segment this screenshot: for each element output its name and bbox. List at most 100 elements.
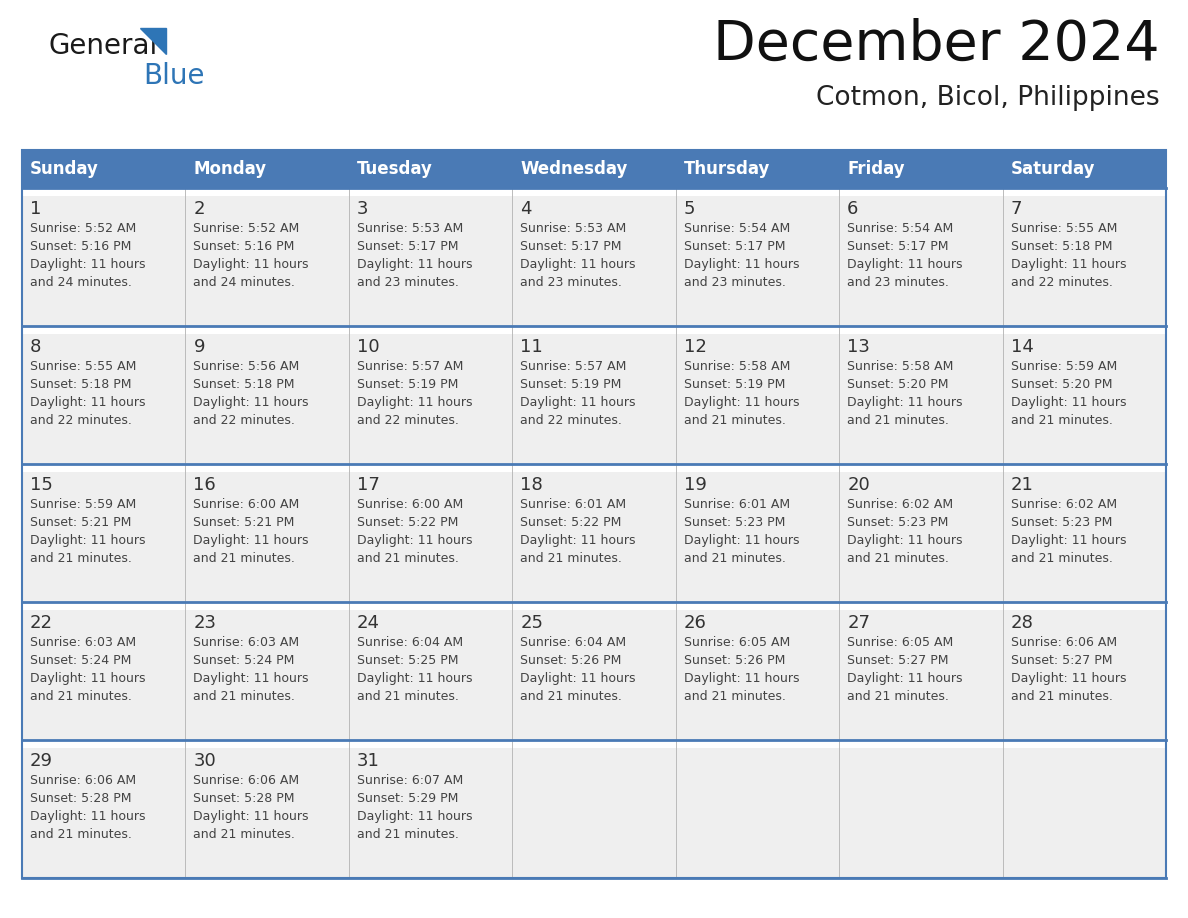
Text: Sunrise: 5:58 AM: Sunrise: 5:58 AM xyxy=(847,360,954,373)
Text: Sunrise: 6:01 AM: Sunrise: 6:01 AM xyxy=(520,498,626,511)
Text: 27: 27 xyxy=(847,614,870,632)
Text: Thursday: Thursday xyxy=(684,160,770,178)
Text: 18: 18 xyxy=(520,476,543,494)
Text: Daylight: 11 hours: Daylight: 11 hours xyxy=(847,258,962,271)
Text: 1: 1 xyxy=(30,200,42,218)
Text: Sunset: 5:28 PM: Sunset: 5:28 PM xyxy=(194,792,295,805)
Text: Sunset: 5:18 PM: Sunset: 5:18 PM xyxy=(1011,240,1112,253)
Text: Monday: Monday xyxy=(194,160,266,178)
Text: 10: 10 xyxy=(356,338,379,356)
Text: 31: 31 xyxy=(356,752,380,770)
Text: 26: 26 xyxy=(684,614,707,632)
Bar xyxy=(23,472,1165,602)
Text: Saturday: Saturday xyxy=(1011,160,1095,178)
Text: Daylight: 11 hours: Daylight: 11 hours xyxy=(30,258,145,271)
Text: Daylight: 11 hours: Daylight: 11 hours xyxy=(847,672,962,685)
Bar xyxy=(23,602,1165,610)
Text: Sunrise: 6:02 AM: Sunrise: 6:02 AM xyxy=(1011,498,1117,511)
Text: Sunset: 5:23 PM: Sunset: 5:23 PM xyxy=(847,516,948,529)
Text: Daylight: 11 hours: Daylight: 11 hours xyxy=(847,396,962,409)
Text: and 24 minutes.: and 24 minutes. xyxy=(194,276,296,289)
Text: 4: 4 xyxy=(520,200,532,218)
Text: and 22 minutes.: and 22 minutes. xyxy=(194,414,296,427)
Text: Tuesday: Tuesday xyxy=(356,160,432,178)
Text: Daylight: 11 hours: Daylight: 11 hours xyxy=(684,396,800,409)
Text: 2: 2 xyxy=(194,200,204,218)
Text: Sunrise: 6:05 AM: Sunrise: 6:05 AM xyxy=(847,636,954,649)
Text: Sunset: 5:23 PM: Sunset: 5:23 PM xyxy=(1011,516,1112,529)
Text: 8: 8 xyxy=(30,338,42,356)
Text: Sunrise: 5:52 AM: Sunrise: 5:52 AM xyxy=(30,222,137,235)
Text: Daylight: 11 hours: Daylight: 11 hours xyxy=(684,672,800,685)
Text: Wednesday: Wednesday xyxy=(520,160,627,178)
Text: December 2024: December 2024 xyxy=(713,18,1159,72)
Bar xyxy=(23,150,1165,878)
Text: and 21 minutes.: and 21 minutes. xyxy=(1011,552,1112,565)
Text: Daylight: 11 hours: Daylight: 11 hours xyxy=(520,258,636,271)
Text: Sunset: 5:16 PM: Sunset: 5:16 PM xyxy=(30,240,132,253)
Text: Sunset: 5:26 PM: Sunset: 5:26 PM xyxy=(684,654,785,667)
Text: Sunrise: 5:59 AM: Sunrise: 5:59 AM xyxy=(30,498,137,511)
Text: and 21 minutes.: and 21 minutes. xyxy=(356,690,459,703)
Text: Daylight: 11 hours: Daylight: 11 hours xyxy=(30,396,145,409)
Text: Daylight: 11 hours: Daylight: 11 hours xyxy=(684,534,800,547)
Text: Daylight: 11 hours: Daylight: 11 hours xyxy=(1011,396,1126,409)
Text: Sunrise: 5:54 AM: Sunrise: 5:54 AM xyxy=(684,222,790,235)
Text: Sunrise: 5:55 AM: Sunrise: 5:55 AM xyxy=(1011,222,1117,235)
Text: Sunset: 5:23 PM: Sunset: 5:23 PM xyxy=(684,516,785,529)
Text: Sunrise: 6:06 AM: Sunrise: 6:06 AM xyxy=(1011,636,1117,649)
Text: Sunrise: 6:04 AM: Sunrise: 6:04 AM xyxy=(520,636,626,649)
Text: 22: 22 xyxy=(30,614,53,632)
Text: Daylight: 11 hours: Daylight: 11 hours xyxy=(194,258,309,271)
Text: and 21 minutes.: and 21 minutes. xyxy=(356,828,459,841)
Text: Sunset: 5:26 PM: Sunset: 5:26 PM xyxy=(520,654,621,667)
Text: Sunset: 5:19 PM: Sunset: 5:19 PM xyxy=(520,378,621,391)
Text: and 21 minutes.: and 21 minutes. xyxy=(847,690,949,703)
Text: and 21 minutes.: and 21 minutes. xyxy=(194,552,296,565)
Bar xyxy=(23,334,1165,464)
Text: Daylight: 11 hours: Daylight: 11 hours xyxy=(356,396,473,409)
Text: Sunrise: 5:57 AM: Sunrise: 5:57 AM xyxy=(356,360,463,373)
Text: Sunrise: 5:54 AM: Sunrise: 5:54 AM xyxy=(847,222,954,235)
Bar xyxy=(23,150,1165,188)
Text: Daylight: 11 hours: Daylight: 11 hours xyxy=(520,672,636,685)
Text: Sunrise: 6:00 AM: Sunrise: 6:00 AM xyxy=(356,498,463,511)
Text: 13: 13 xyxy=(847,338,870,356)
Text: Daylight: 11 hours: Daylight: 11 hours xyxy=(194,810,309,823)
Text: Sunrise: 6:06 AM: Sunrise: 6:06 AM xyxy=(194,774,299,787)
Text: and 23 minutes.: and 23 minutes. xyxy=(520,276,623,289)
Text: Daylight: 11 hours: Daylight: 11 hours xyxy=(356,810,473,823)
Text: Sunset: 5:18 PM: Sunset: 5:18 PM xyxy=(194,378,295,391)
Bar xyxy=(23,188,1165,196)
Text: and 21 minutes.: and 21 minutes. xyxy=(356,552,459,565)
Text: 28: 28 xyxy=(1011,614,1034,632)
Text: Daylight: 11 hours: Daylight: 11 hours xyxy=(1011,534,1126,547)
Text: 5: 5 xyxy=(684,200,695,218)
Text: Blue: Blue xyxy=(143,62,204,90)
Text: and 22 minutes.: and 22 minutes. xyxy=(520,414,623,427)
Text: 6: 6 xyxy=(847,200,859,218)
Text: Friday: Friday xyxy=(847,160,905,178)
Text: Sunrise: 5:53 AM: Sunrise: 5:53 AM xyxy=(356,222,463,235)
Text: 21: 21 xyxy=(1011,476,1034,494)
Text: and 22 minutes.: and 22 minutes. xyxy=(30,414,132,427)
Text: Daylight: 11 hours: Daylight: 11 hours xyxy=(1011,672,1126,685)
Text: Sunset: 5:22 PM: Sunset: 5:22 PM xyxy=(520,516,621,529)
Text: Sunrise: 6:07 AM: Sunrise: 6:07 AM xyxy=(356,774,463,787)
Bar xyxy=(23,740,1165,748)
Text: Sunrise: 6:05 AM: Sunrise: 6:05 AM xyxy=(684,636,790,649)
Text: 15: 15 xyxy=(30,476,53,494)
Text: and 22 minutes.: and 22 minutes. xyxy=(356,414,459,427)
Text: Sunset: 5:29 PM: Sunset: 5:29 PM xyxy=(356,792,459,805)
Text: and 21 minutes.: and 21 minutes. xyxy=(684,414,785,427)
Text: Sunset: 5:20 PM: Sunset: 5:20 PM xyxy=(847,378,949,391)
Text: and 22 minutes.: and 22 minutes. xyxy=(1011,276,1112,289)
Text: Sunset: 5:19 PM: Sunset: 5:19 PM xyxy=(356,378,459,391)
Polygon shape xyxy=(140,28,166,54)
Text: 30: 30 xyxy=(194,752,216,770)
Text: 11: 11 xyxy=(520,338,543,356)
Text: 9: 9 xyxy=(194,338,204,356)
Text: 25: 25 xyxy=(520,614,543,632)
Text: and 21 minutes.: and 21 minutes. xyxy=(684,690,785,703)
Text: Sunrise: 6:02 AM: Sunrise: 6:02 AM xyxy=(847,498,953,511)
